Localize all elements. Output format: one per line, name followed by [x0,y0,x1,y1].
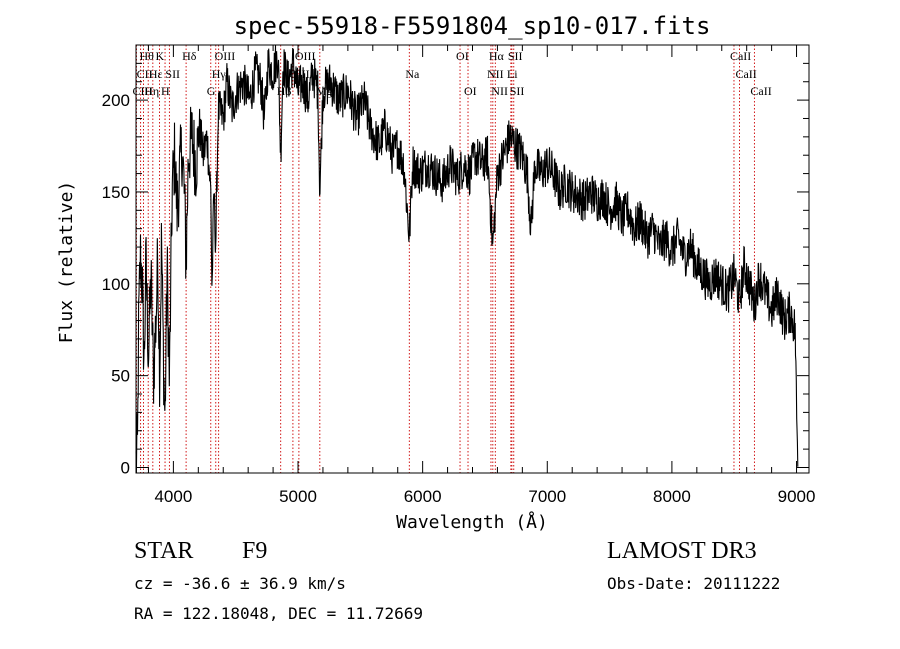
line-marker-label: Hγ [212,67,227,81]
observation-date: Obs-Date: 20111222 [607,574,781,593]
line-marker-label: CII [137,67,153,81]
chart-title: spec-55918-F5591804_sp10-017.fits [234,12,711,40]
sky-coordinates: RA = 122.18048, DEC = 11.72669 [134,604,423,623]
line-marker-labels: CIIICIIHθHηHεKHSIIHδGHγOIIIHβOIIIOIIIMgN… [132,49,771,98]
y-tick-label: 200 [102,91,130,110]
line-marker-label: K [156,49,165,63]
x-tick-label: 7000 [528,487,566,506]
line-marker-label: SII [508,49,523,63]
line-marker-label: H [161,84,170,98]
line-marker-label: NII [487,67,504,81]
line-marker-label: NII [491,84,508,98]
line-marker-label: Hα [489,49,505,63]
plot-frame [135,44,810,474]
line-marker-label: Na [405,67,420,81]
line-markers [136,45,755,473]
line-marker-label: Li [507,67,518,81]
line-marker-label: CaII [730,49,751,63]
y-axis-label: Flux (relative) [56,181,77,344]
x-axis-label: Wavelength (Å) [396,511,548,533]
line-marker-label: Hδ [182,49,197,63]
line-marker-label: Hη [144,84,159,98]
line-marker-label: Hε [149,67,163,81]
line-marker-label: OIII [295,49,316,63]
line-marker-label: CaII [735,67,756,81]
x-tick-label: 8000 [653,487,691,506]
x-tick-label: 5000 [279,487,317,506]
y-tick-label: 100 [102,275,130,294]
x-tick-label: 6000 [404,487,442,506]
spectral-subclass: F9 [242,538,268,564]
axis-ticks [136,44,809,473]
spectrum-line [135,45,799,474]
line-marker-label: CIII [132,84,152,98]
line-marker-label: Hθ [139,49,154,63]
x-tick-label: 4000 [154,487,192,506]
line-marker-label: OI [464,84,477,98]
line-marker-label: G [207,84,216,98]
y-tick-label: 150 [102,183,130,202]
y-tick-label: 0 [121,458,130,477]
line-marker-label: OI [456,49,469,63]
line-marker-label: CaII [750,84,771,98]
axis-tick-labels: 4000 5000 6000 7000 8000 9000 0 50 100 150 200 [102,91,816,506]
redshift-velocity: cz = -36.6 ± 36.9 km/s [134,574,346,593]
line-marker-label: SII [510,84,525,98]
y-tick-label: 50 [111,367,130,386]
line-marker-label: SII [165,67,180,81]
line-marker-label: Hβ [277,84,292,98]
object-type: STAR [134,538,194,564]
survey-name: LAMOST DR3 [607,538,757,564]
line-marker-label: OIII [215,49,236,63]
x-tick-label: 9000 [778,487,816,506]
